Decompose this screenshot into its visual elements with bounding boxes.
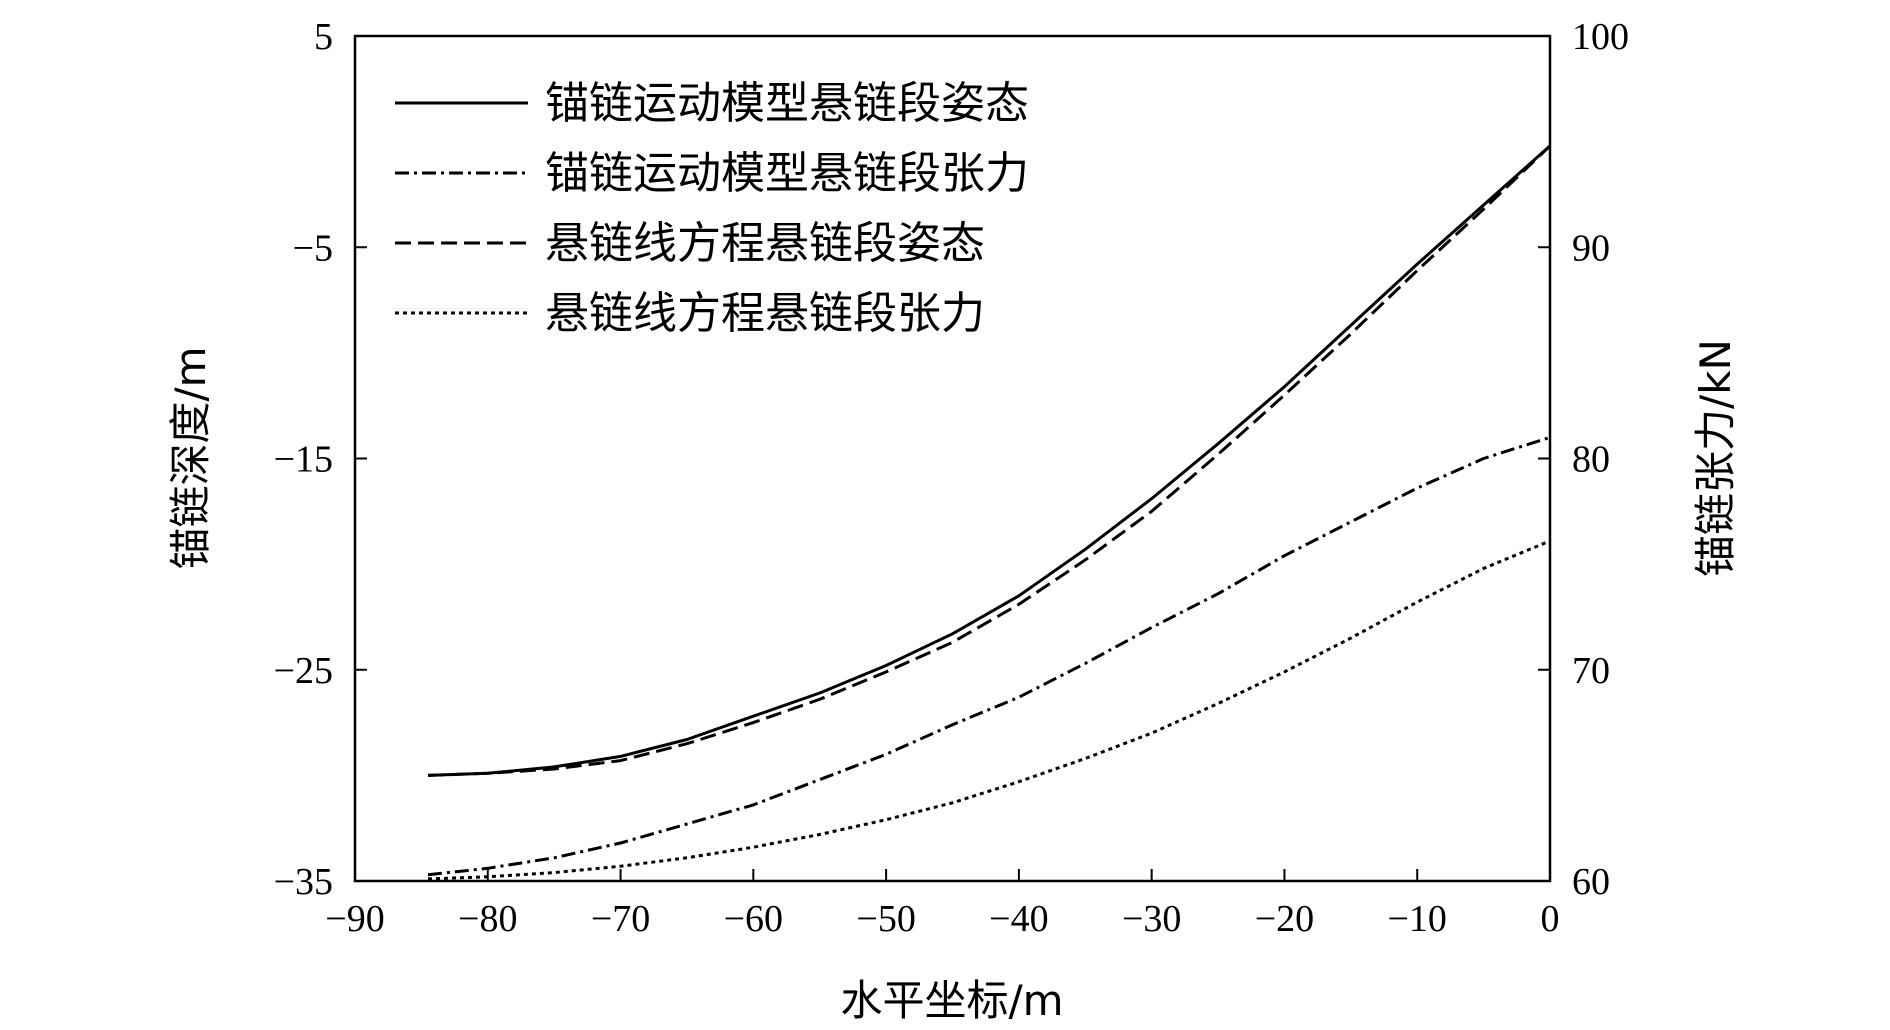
x-tick-label: −20 [1255,898,1314,940]
x-tick-label: −10 [1388,898,1447,940]
x-tick-label: −70 [591,898,650,940]
x-tick-label: −40 [989,898,1048,940]
y-right-tick-label: 70 [1572,650,1610,692]
series-line-1 [427,144,1551,777]
y-axis-right-title: 锚链张力/kN [1691,339,1740,577]
y-left-tick-label: −35 [274,861,333,903]
x-tick-label: 0 [1541,898,1560,940]
legend-label-2: 锚链运动模型悬链段张力 [545,148,1029,199]
y-right-tick-label: 100 [1572,16,1629,58]
series-layer [427,144,1552,881]
y-axis-left-title: 锚链深度/m [166,346,215,569]
legend-label-3: 悬链线方程悬链段姿态 [545,218,985,269]
y-right-tick-label: 60 [1572,861,1610,903]
x-tick-label: −90 [325,898,384,940]
y-left-tick-label: 5 [314,16,333,58]
x-axis-title: 水平坐标/m [840,976,1063,1025]
x-tick-label: −80 [458,898,517,940]
legend-label-4: 悬链线方程悬链段张力 [545,288,985,339]
ticks-layer: −90 −80 −70 −60 −50 −40 −30 −20 −10 0 5 −5 −15 −25 −35… [274,16,1629,940]
y-left-tick-label: −15 [274,439,333,481]
x-tick-label: −30 [1122,898,1181,940]
y-left-tick-label: −25 [274,650,333,692]
y-left-tick-label: −5 [293,227,333,269]
x-tick-label: −60 [724,898,783,940]
series-line-2 [427,435,1551,877]
y-right-tick-label: 90 [1572,227,1610,269]
series-line-3 [427,144,1552,777]
x-tick-label: −50 [856,898,915,940]
legend: 锚链运动模型悬链段姿态锚链运动模型悬链段张力悬链线方程悬链段姿态悬链线方程悬链段… [395,78,1029,339]
legend-label-1: 锚链运动模型悬链段姿态 [545,78,1029,129]
y-right-tick-label: 80 [1572,439,1610,481]
